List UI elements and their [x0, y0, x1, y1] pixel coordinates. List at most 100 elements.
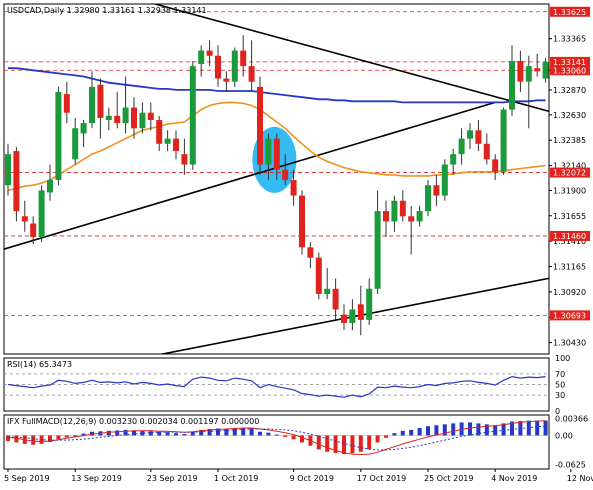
rsi-tick-label: 50	[555, 381, 565, 390]
x-tick-label: 5 Sep 2019	[4, 474, 50, 483]
x-tick-label: 25 Oct 2019	[424, 474, 473, 483]
candle-body	[5, 154, 11, 186]
macd-histogram-bar	[434, 425, 439, 436]
price-tick-label: 1.32630	[553, 111, 586, 120]
candle-body	[206, 50, 213, 56]
level-label-text: 1.33141	[553, 58, 586, 67]
candle-body	[315, 257, 322, 294]
candle-body	[198, 50, 205, 65]
macd-histogram-bar	[174, 433, 178, 436]
candle-body	[273, 138, 280, 170]
macd-histogram-bar	[350, 435, 355, 454]
macd-panel-frame	[3, 414, 550, 470]
candle-body	[181, 154, 188, 165]
x-tick-label: 12 Nov 2019	[567, 474, 593, 483]
candle-body	[114, 115, 121, 124]
candle-body	[248, 66, 255, 82]
x-tick-label: 9 Oct 2019	[290, 474, 334, 483]
macd-histogram-bar	[106, 430, 111, 436]
candle-body	[13, 151, 20, 212]
macd-signal-line	[7, 425, 546, 451]
candle-body	[38, 190, 45, 237]
level-label-box	[550, 56, 590, 67]
macd-histogram-bar	[165, 432, 170, 436]
candle-body	[189, 66, 196, 165]
candle-body	[265, 138, 272, 165]
level-label-box	[550, 167, 590, 178]
candle-body	[139, 112, 146, 129]
candle-body	[467, 130, 473, 139]
macd-tick-label: -0.0625	[555, 461, 586, 470]
rsi-tick-label: 70	[555, 370, 565, 379]
candle-body	[55, 92, 62, 181]
price-tick-label: 1.31655	[553, 212, 586, 221]
macd-histogram-bar	[468, 422, 472, 436]
level-label-box	[550, 310, 590, 321]
macd-histogram-bar	[476, 423, 481, 436]
candle-body	[63, 94, 70, 113]
candle-body	[492, 159, 499, 172]
macd-histogram-bar	[333, 435, 338, 454]
macd-histogram-bar	[283, 435, 288, 437]
candle-body	[525, 66, 532, 82]
candle-body	[391, 200, 398, 222]
macd-title: IFX FullMACD(12,26,9) 0.003230 0.002034 …	[7, 417, 259, 426]
macd-histogram-bar	[426, 426, 430, 436]
macd-histogram-bar	[140, 430, 145, 436]
macd-histogram-bar	[442, 424, 447, 436]
macd-histogram-bar	[157, 431, 162, 436]
candle-body	[223, 78, 230, 82]
candle-body	[433, 185, 440, 196]
candle-body	[483, 143, 490, 160]
level-label-text: 1.32072	[553, 169, 586, 178]
x-tick-label: 4 Nov 2019	[491, 474, 537, 483]
candle-body	[383, 211, 389, 222]
macd-histogram-bar	[375, 435, 380, 443]
level-label-text: 1.33625	[553, 8, 586, 17]
macd-histogram-bar	[535, 420, 540, 436]
rsi-line	[7, 375, 546, 398]
macd-histogram-bar	[384, 435, 388, 438]
macd-histogram-bar	[6, 435, 10, 442]
macd-histogram-bar	[543, 420, 548, 436]
level-label-text: 1.30693	[553, 311, 586, 320]
x-tick-label: 13 Sep 2019	[71, 474, 122, 483]
candle-body	[408, 216, 415, 222]
candle-body	[349, 309, 356, 323]
candle-body	[131, 107, 137, 129]
candle-body	[425, 185, 431, 212]
macd-histogram-bar	[451, 423, 456, 436]
price-plot-area	[4, 4, 549, 354]
price-panel-frame	[3, 3, 550, 355]
candle-body	[147, 112, 154, 120]
candle-body	[72, 128, 79, 160]
candle-body	[509, 60, 515, 110]
candle-body	[500, 109, 507, 172]
trendline	[4, 101, 496, 250]
candle-body	[21, 216, 28, 222]
macd-histogram-bar	[249, 428, 254, 436]
level-label-text: 1.31460	[553, 232, 586, 241]
candle-body	[450, 154, 457, 165]
macd-histogram-bar	[216, 428, 220, 436]
macd-histogram-bar	[232, 428, 237, 436]
macd-histogram-bar	[258, 431, 262, 436]
macd-histogram-bar	[73, 435, 78, 437]
candle-body	[164, 138, 171, 144]
macd-histogram-bar	[224, 428, 229, 436]
macd-histogram-bar	[56, 435, 61, 440]
macd-histogram-bar	[392, 433, 397, 436]
macd-histogram-bar	[207, 428, 212, 436]
trendline	[152, 4, 549, 113]
candle-body	[324, 288, 331, 294]
candle-body	[282, 169, 289, 181]
rsi-tick-label: 100	[555, 354, 570, 363]
price-tick-label: 1.32870	[553, 86, 586, 95]
macd-histogram-bar	[14, 435, 19, 443]
candle-body	[332, 288, 339, 310]
chart-symbol-header: USDCAD,Daily 1.32980 1.33161 1.32938 1.3…	[7, 6, 207, 15]
price-tick-label: 1.31165	[553, 263, 586, 272]
level-label-text: 1.33060	[553, 66, 586, 75]
